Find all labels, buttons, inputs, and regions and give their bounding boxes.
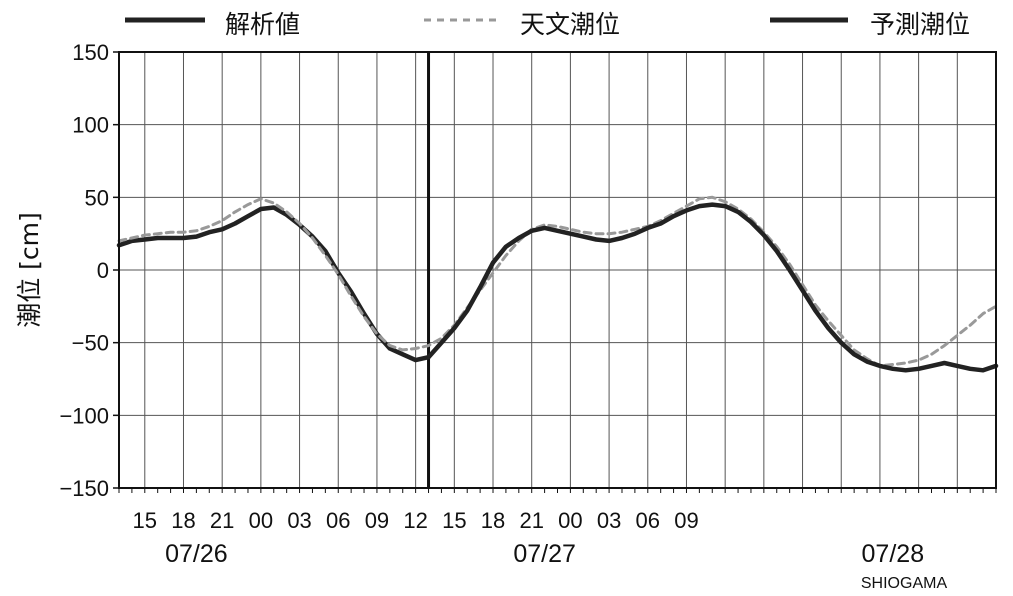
legend-label-astronomical: 天文潮位 [520, 10, 620, 39]
x-tick-label: 09 [674, 508, 698, 533]
y-tick-label: −100 [59, 403, 109, 428]
legend-label-analysis: 解析値 [225, 10, 300, 39]
x-tick-label: 00 [249, 508, 273, 533]
x-tick-label: 09 [365, 508, 389, 533]
series-line-forecast [426, 202, 999, 373]
plot-frame [118, 51, 997, 489]
y-tick-label: 100 [72, 113, 109, 138]
x-tick-label: 12 [403, 508, 427, 533]
x-tick-label: 06 [326, 508, 350, 533]
date-label: 07/26 [165, 540, 228, 568]
date-label: 07/27 [513, 540, 576, 568]
x-tick-label: 15 [133, 508, 157, 533]
y-tick-label: −150 [59, 476, 109, 501]
y-tick-label: 0 [97, 258, 109, 283]
x-tick-labels: 15 18 21 00 03 06 09 12 15 18 21 00 03 06 09 [133, 508, 699, 533]
date-label: 07/28 [862, 540, 925, 568]
y-axis-label: 潮位 [cm] [15, 212, 44, 328]
x-tick-label: 21 [210, 508, 234, 533]
x-tick-label: 06 [636, 508, 660, 533]
x-tick-label: 15 [442, 508, 466, 533]
y-tick-label: 50 [85, 185, 109, 210]
grid [113, 51, 997, 493]
x-tick-label: 18 [481, 508, 505, 533]
station-name: SHIOGAMA [861, 575, 948, 592]
legend: 解析値 天文潮位 予測潮位 [125, 10, 970, 39]
x-tick-label: 18 [171, 508, 195, 533]
series-lines [116, 195, 999, 373]
x-tick-label: 21 [519, 508, 543, 533]
series-line-astronomical [117, 195, 998, 368]
legend-label-forecast: 予測潮位 [870, 10, 970, 39]
y-tick-label: −50 [72, 331, 109, 356]
date-labels: 07/26 07/27 07/28 [165, 540, 924, 568]
x-tick-label: 00 [558, 508, 582, 533]
x-tick-label: 03 [597, 508, 621, 533]
x-tick-label: 03 [287, 508, 311, 533]
y-tick-label: 150 [72, 40, 109, 65]
y-tick-labels: 150 100 50 0 −50 −100 −150 [59, 40, 109, 501]
